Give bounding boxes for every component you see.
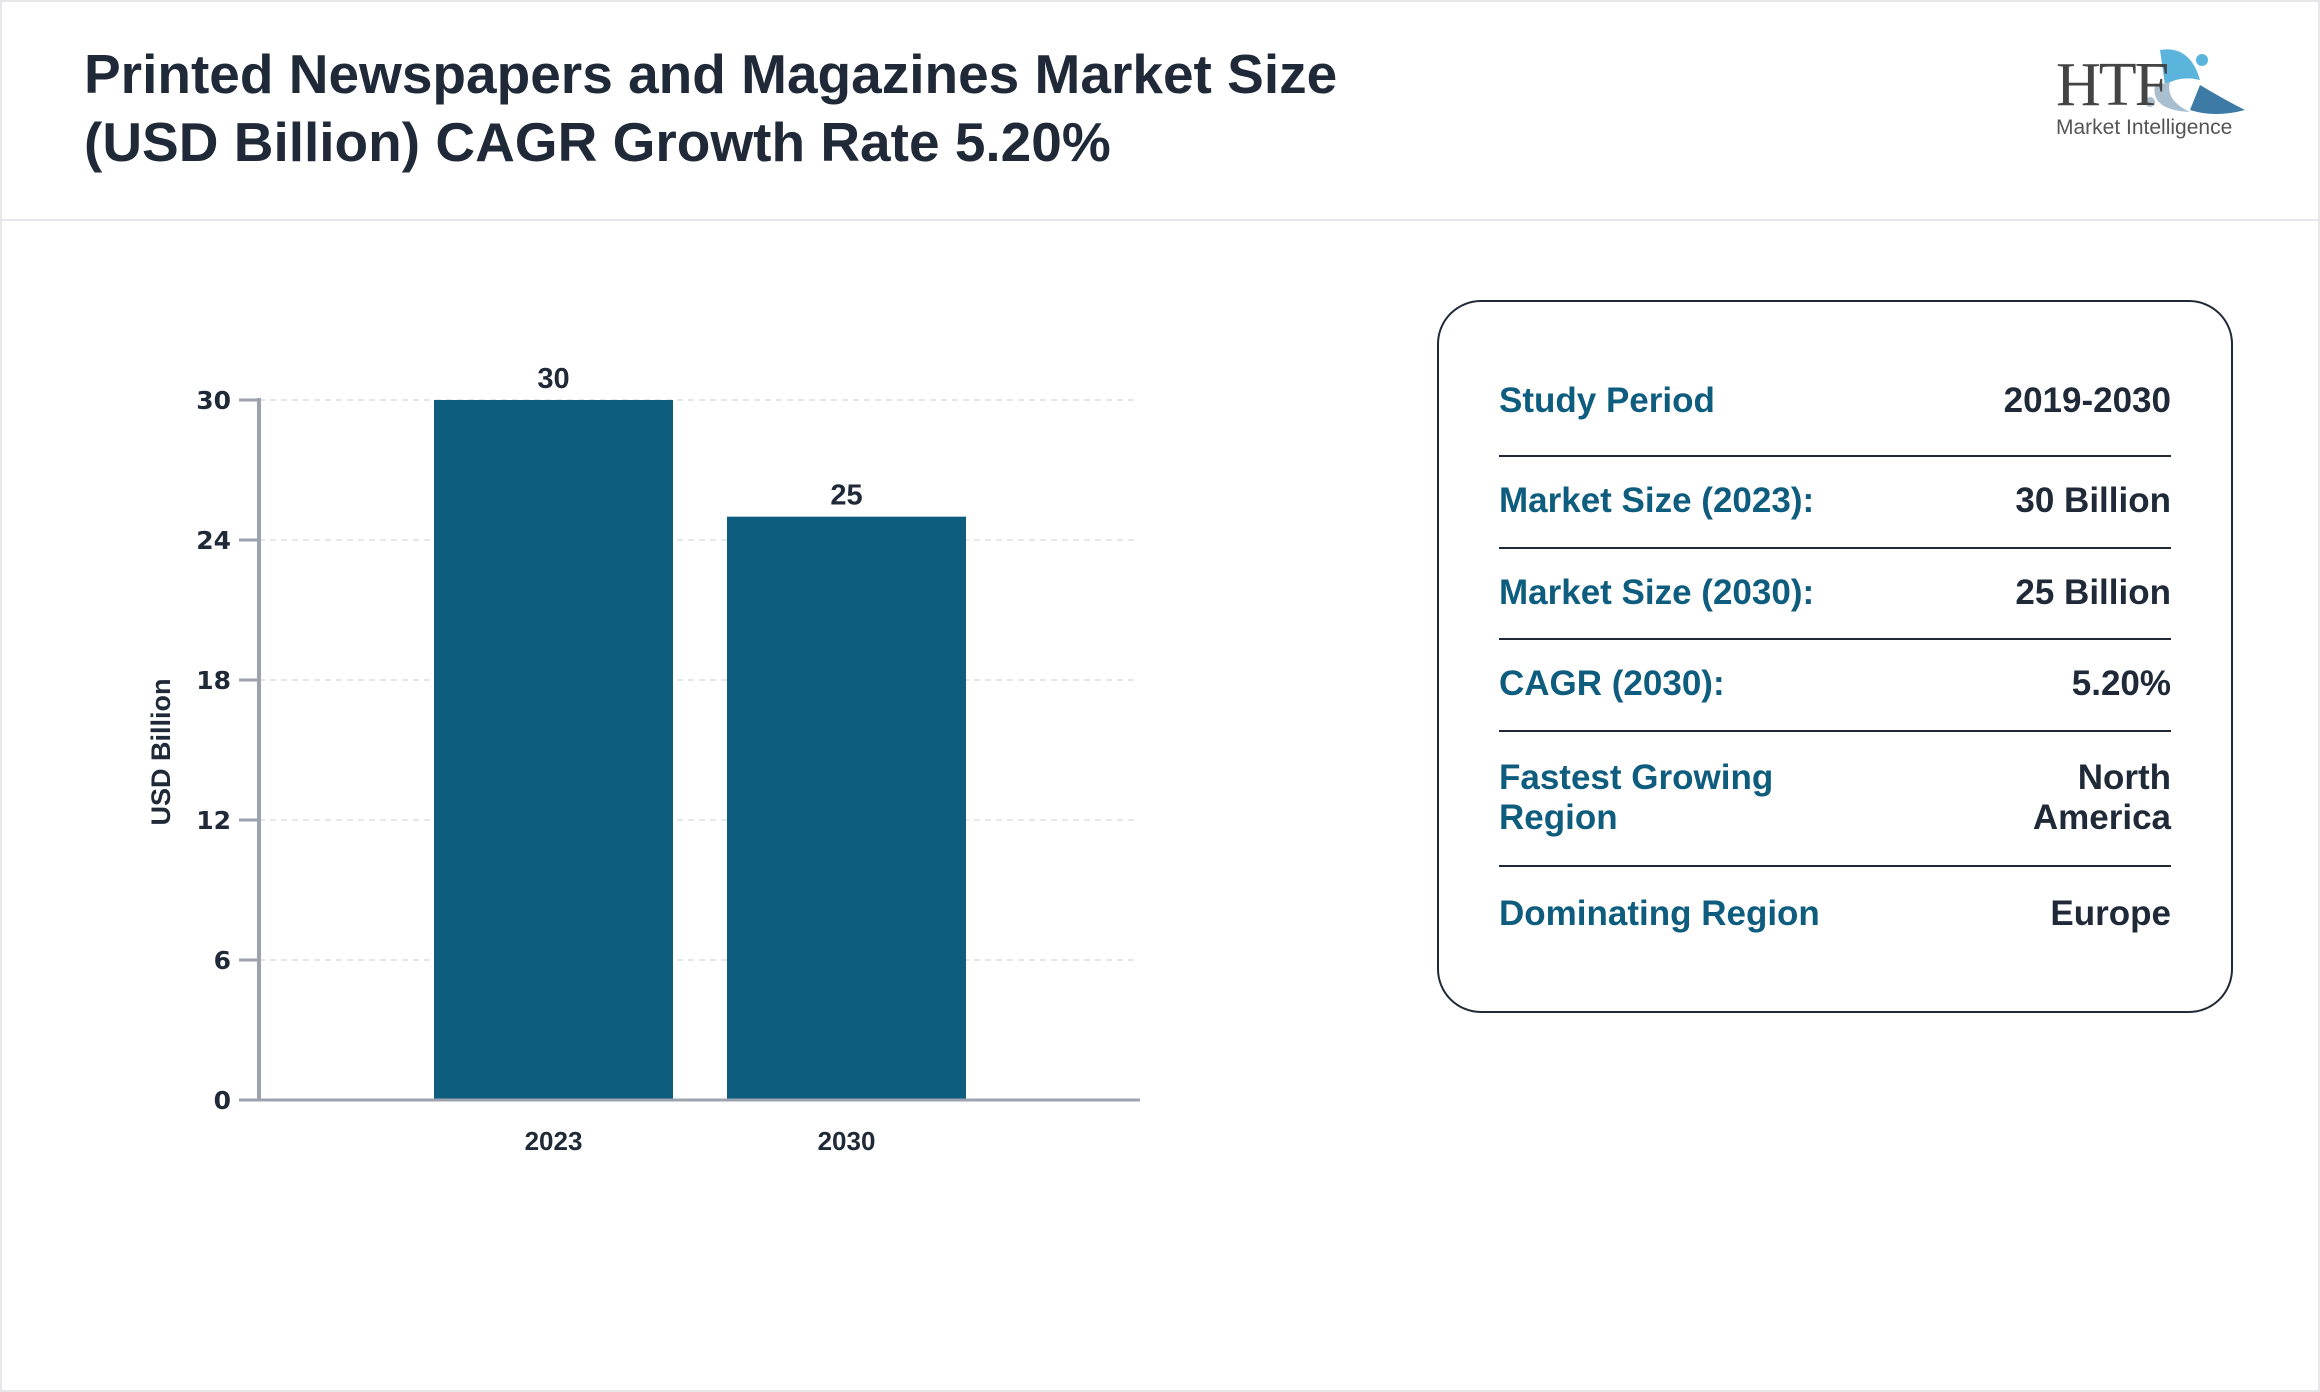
htf-logo: HTF Market Intelligence (2050, 40, 2250, 145)
title-line-2: (USD Billion) CAGR Growth Rate 5.20% (84, 111, 1111, 173)
y-tick-label: 18 (196, 666, 231, 695)
y-tick-label: 24 (196, 526, 231, 555)
info-value: 5.20% (2071, 664, 2171, 703)
y-tick-label: 30 (196, 386, 231, 415)
info-row: Market Size (2030): 25 Billion (1499, 547, 2171, 640)
info-label: Market Size (2023): (1499, 481, 1815, 520)
info-row: Study Period 2019-2030 (1499, 347, 2171, 457)
info-row: Fastest Growing Region North America (1499, 730, 2171, 867)
info-label: Dominating Region (1499, 893, 1820, 933)
y-axis-label: USD Billion (146, 679, 176, 826)
logo-text: HTF (2056, 51, 2169, 119)
logo-figures-icon (2145, 49, 2245, 114)
info-panel: Study Period 2019-2030 Market Size (2023):… (1437, 300, 2233, 1013)
x-tick-label: 2023 (525, 1126, 583, 1156)
info-value: 2019-2030 (2003, 381, 2171, 420)
info-value: North America (2032, 757, 2171, 837)
x-tick-label: 2030 (818, 1126, 876, 1156)
y-tick-label: 12 (196, 806, 231, 835)
info-label: Market Size (2030): (1499, 572, 1815, 612)
info-row: Market Size (2023): 30 Billion (1499, 455, 2171, 549)
info-label: Study Period (1499, 381, 1715, 420)
title-line-1: Printed Newspapers and Magazines Market … (84, 43, 1338, 105)
bar-2030 (727, 516, 966, 1100)
info-row: CAGR (2030): 5.20% (1499, 638, 2171, 732)
info-label: Fastest Growing Region (1499, 757, 1774, 837)
data-label: 30 (537, 363, 569, 395)
data-label: 25 (830, 480, 862, 512)
bar-2023 (434, 400, 673, 1100)
info-row: Dominating Region Europe (1499, 865, 2171, 962)
info-value: Europe (2050, 893, 2171, 933)
page-title: Printed Newspapers and Magazines Market … (84, 40, 1484, 176)
info-value: 25 Billion (2015, 572, 2171, 612)
info-value: 30 Billion (2015, 481, 2171, 520)
y-tick-label: 0 (214, 1086, 231, 1115)
info-label: CAGR (2030): (1499, 664, 1725, 703)
header: Printed Newspapers and Magazines Market … (0, 0, 2320, 221)
logo-subtext: Market Intelligence (2056, 116, 2233, 139)
y-tick-label: 6 (214, 946, 231, 975)
bar-chart: 0 6 12 18 24 30 30 2023 25 2030 USD Billion (146, 363, 1140, 1156)
